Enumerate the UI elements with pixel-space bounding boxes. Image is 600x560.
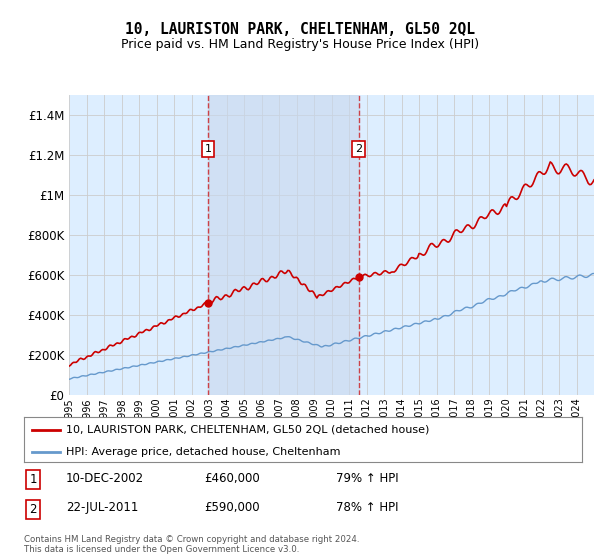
Text: 79% ↑ HPI: 79% ↑ HPI — [336, 472, 398, 484]
Bar — [208, 95, 359, 395]
Text: 1: 1 — [205, 144, 212, 154]
Text: 10, LAURISTON PARK, CHELTENHAM, GL50 2QL (detached house): 10, LAURISTON PARK, CHELTENHAM, GL50 2QL… — [66, 424, 429, 435]
Text: £590,000: £590,000 — [204, 501, 260, 514]
Text: HPI: Average price, detached house, Cheltenham: HPI: Average price, detached house, Chel… — [66, 447, 340, 457]
Text: 22-JUL-2011: 22-JUL-2011 — [66, 501, 139, 514]
Text: 1: 1 — [29, 473, 37, 486]
Text: 10-DEC-2002: 10-DEC-2002 — [66, 472, 144, 484]
Text: Price paid vs. HM Land Registry's House Price Index (HPI): Price paid vs. HM Land Registry's House … — [121, 38, 479, 51]
Text: 2: 2 — [29, 503, 37, 516]
Text: 78% ↑ HPI: 78% ↑ HPI — [336, 501, 398, 514]
Text: 10, LAURISTON PARK, CHELTENHAM, GL50 2QL: 10, LAURISTON PARK, CHELTENHAM, GL50 2QL — [125, 22, 475, 38]
Text: 2: 2 — [355, 144, 362, 154]
Text: £460,000: £460,000 — [204, 472, 260, 484]
Text: Contains HM Land Registry data © Crown copyright and database right 2024.
This d: Contains HM Land Registry data © Crown c… — [24, 535, 359, 554]
